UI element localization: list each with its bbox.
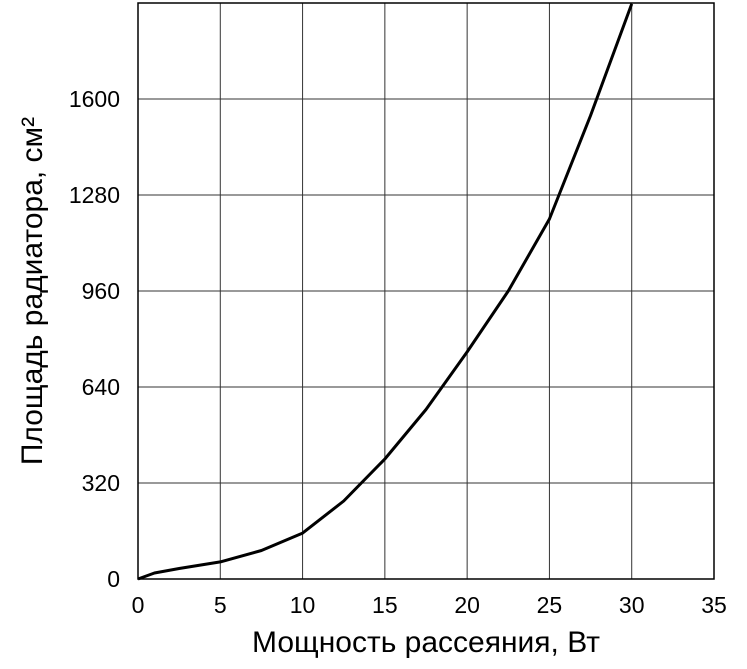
x-tick-label: 35 — [701, 592, 727, 618]
y-tick-label: 320 — [82, 470, 120, 496]
y-tick-label: 0 — [107, 566, 120, 592]
x-tick-label: 15 — [372, 592, 398, 618]
x-tick-label: 5 — [214, 592, 227, 618]
y-tick-label: 1280 — [69, 182, 120, 208]
data-line — [137, 3, 634, 581]
x-tick-label: 10 — [290, 592, 316, 618]
x-tick-label: 20 — [454, 592, 480, 618]
x-axis-label: Мощность рассеяния, Вт — [252, 626, 600, 659]
y-axis-label: Площадь радиатора, см² — [16, 117, 49, 465]
x-tick-label: 0 — [132, 592, 145, 618]
plot-frame — [137, 2, 715, 580]
y-tick-label: 640 — [82, 374, 120, 400]
x-tick-label: 25 — [537, 592, 563, 618]
y-tick-label: 1600 — [69, 86, 120, 112]
x-tick-label: 30 — [619, 592, 645, 618]
y-tick-label: 960 — [82, 278, 120, 304]
